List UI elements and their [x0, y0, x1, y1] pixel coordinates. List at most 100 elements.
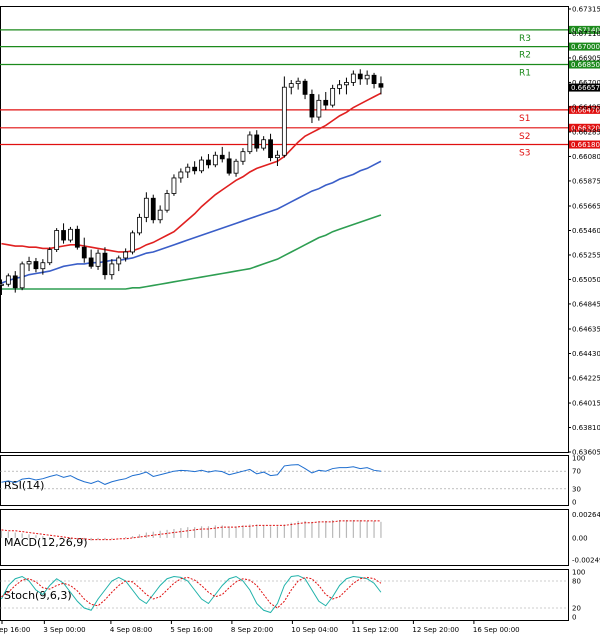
- candle-body: [337, 84, 342, 89]
- level-price-label: 0.66320: [571, 124, 600, 132]
- candle-body: [357, 73, 363, 80]
- current-price-box: 0.66657: [569, 83, 600, 92]
- candle: [371, 72, 377, 89]
- candle: [74, 225, 80, 250]
- candle-body: [323, 99, 329, 106]
- candle: [316, 94, 322, 121]
- candle: [116, 255, 122, 272]
- moving-average-line-3: [1, 214, 382, 290]
- level-price-box-r1: 0.66850: [569, 60, 600, 69]
- candle-body: [68, 228, 73, 241]
- candle: [268, 133, 273, 162]
- candle: [130, 230, 135, 255]
- time-tick-label: 4 Sep 08:00: [110, 626, 152, 634]
- candle-body: [226, 158, 232, 174]
- candle-body: [364, 74, 370, 80]
- candle-body: [330, 87, 336, 106]
- candle: [309, 89, 315, 124]
- candle-body: [219, 154, 225, 160]
- price-tick-label: 0.64635: [572, 326, 600, 334]
- candle: [12, 271, 18, 293]
- current-price-label: 0.66657: [571, 84, 600, 92]
- price-tick-label: 0.65255: [572, 251, 600, 259]
- price-tick-label: 0.65875: [572, 177, 600, 185]
- candle: [40, 259, 46, 275]
- moving-averages: [1, 92, 382, 290]
- candle-body: [206, 159, 211, 166]
- candle: [226, 151, 232, 176]
- stoch-tick-label: 0: [572, 614, 576, 622]
- candle: [157, 205, 163, 224]
- candle: [178, 168, 184, 183]
- price-tick-label: 0.64225: [572, 374, 600, 382]
- candle: [378, 76, 384, 95]
- candle: [212, 151, 218, 168]
- candle: [323, 91, 329, 110]
- rsi-tick-label: 30: [572, 485, 581, 493]
- macd-label: MACD(12,26,9): [4, 536, 88, 549]
- price-tick-label: 0.63605: [572, 449, 600, 457]
- candle: [61, 223, 66, 244]
- candle-body: [261, 139, 267, 149]
- rsi-line: [1, 464, 382, 485]
- candle-body: [116, 257, 122, 265]
- candle-body: [102, 252, 108, 276]
- candle-body: [54, 230, 60, 250]
- candle-body: [302, 80, 308, 95]
- time-tick-label: 12 Sep 20:00: [412, 626, 459, 634]
- candle-body: [295, 80, 301, 85]
- candle: [295, 77, 301, 90]
- panel-border: [0, 569, 569, 621]
- price-tick-label: 0.66080: [572, 153, 600, 161]
- candle: [95, 249, 101, 270]
- rsi-tick-label: 0: [572, 499, 576, 507]
- level-price-bg: [569, 60, 600, 69]
- candle: [164, 189, 170, 213]
- price-tick-label: 0.66700: [572, 79, 600, 87]
- candle: [185, 163, 191, 178]
- candle: [302, 78, 308, 100]
- candle-body: [350, 73, 356, 83]
- candle: [330, 84, 336, 108]
- candle-body: [378, 83, 384, 88]
- level-price-label: 0.67140: [571, 26, 600, 34]
- level-price-box-r3: 0.67140: [569, 25, 600, 34]
- price-tick-label: 0.63810: [572, 424, 600, 432]
- time-axis: 2 Sep 16:00 3 Sep 00:00 4 Sep 08:00 5 Sep 1…: [0, 620, 520, 634]
- price-tick-label: 0.64845: [572, 300, 600, 308]
- candle-body: [47, 249, 53, 264]
- price-axis: 0.67315 0.67110 0.66905 0.66700 0.66495 0.662…: [568, 5, 600, 457]
- time-tick-label: 5 Sep 16:00: [170, 626, 212, 634]
- candle-body: [26, 261, 32, 265]
- candle-body: [88, 257, 94, 267]
- candle-body: [12, 275, 18, 289]
- time-tick-label: 2 Sep 16:00: [0, 626, 30, 634]
- level-price-label: 0.66180: [571, 141, 600, 149]
- candle: [199, 156, 204, 174]
- rsi-tick-label: 100: [572, 455, 585, 463]
- candle: [47, 247, 53, 266]
- price-tick-label: 0.67110: [572, 30, 600, 38]
- level-price-box-s2: 0.66320: [569, 123, 600, 132]
- candle-body: [130, 232, 135, 253]
- price-tick-label: 0.66905: [572, 54, 600, 62]
- candle-body: [281, 86, 287, 156]
- candle-body: [74, 228, 80, 248]
- candle-body: [275, 154, 280, 159]
- candle-body: [371, 74, 377, 85]
- time-tick-label: 16 Sep 00:00: [473, 626, 520, 634]
- candle: [0, 279, 4, 295]
- stoch-label: Stoch(9,6,3): [4, 589, 72, 602]
- candle: [344, 77, 349, 95]
- stoch-tick-label: 100: [572, 569, 585, 577]
- candle-body: [254, 134, 260, 149]
- macd-tick-label: 0.00: [572, 534, 588, 542]
- candle: [233, 158, 239, 177]
- macd-panel: MACD(12,26,9) 0.002647 0.00 -0.002496: [0, 511, 600, 565]
- candle: [26, 256, 32, 272]
- current-price-bg: [569, 83, 600, 92]
- moving-average-line-2: [1, 160, 382, 284]
- level-price-bg: [569, 123, 600, 132]
